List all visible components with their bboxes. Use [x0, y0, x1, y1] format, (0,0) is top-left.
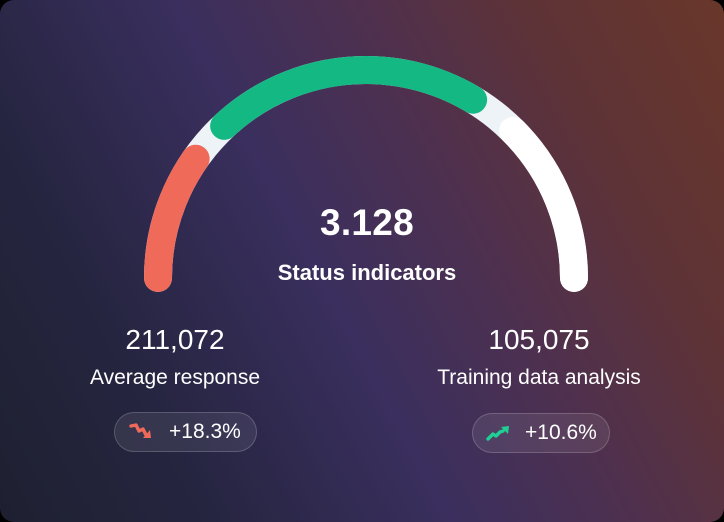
stat-value: 105,075 — [488, 324, 590, 355]
stat-label: Training data analysis — [437, 366, 641, 389]
change-value: +18.3% — [169, 420, 241, 443]
trend-down-icon — [129, 422, 155, 442]
change-badge-average-response: +18.3% — [114, 412, 257, 452]
trend-up-icon — [486, 423, 512, 443]
gauge-segment-red — [144, 144, 210, 292]
change-badge-training-data-analysis: +10.6% — [472, 413, 610, 453]
stat-label: Average response — [89, 366, 261, 389]
change-value: +10.6% — [525, 421, 597, 444]
gauge-segment-green — [210, 56, 488, 140]
gauge-label: Status indicators — [277, 260, 457, 285]
stat-average-response: 211,072 Average response — [25, 322, 325, 392]
gauge-value: 3.128 — [319, 202, 415, 243]
stat-value: 211,072 — [125, 324, 225, 355]
stat-training-data-analysis: 105,075 Training data analysis — [389, 322, 689, 392]
gauge-segment-white — [499, 116, 588, 292]
gauge-track — [144, 56, 588, 292]
